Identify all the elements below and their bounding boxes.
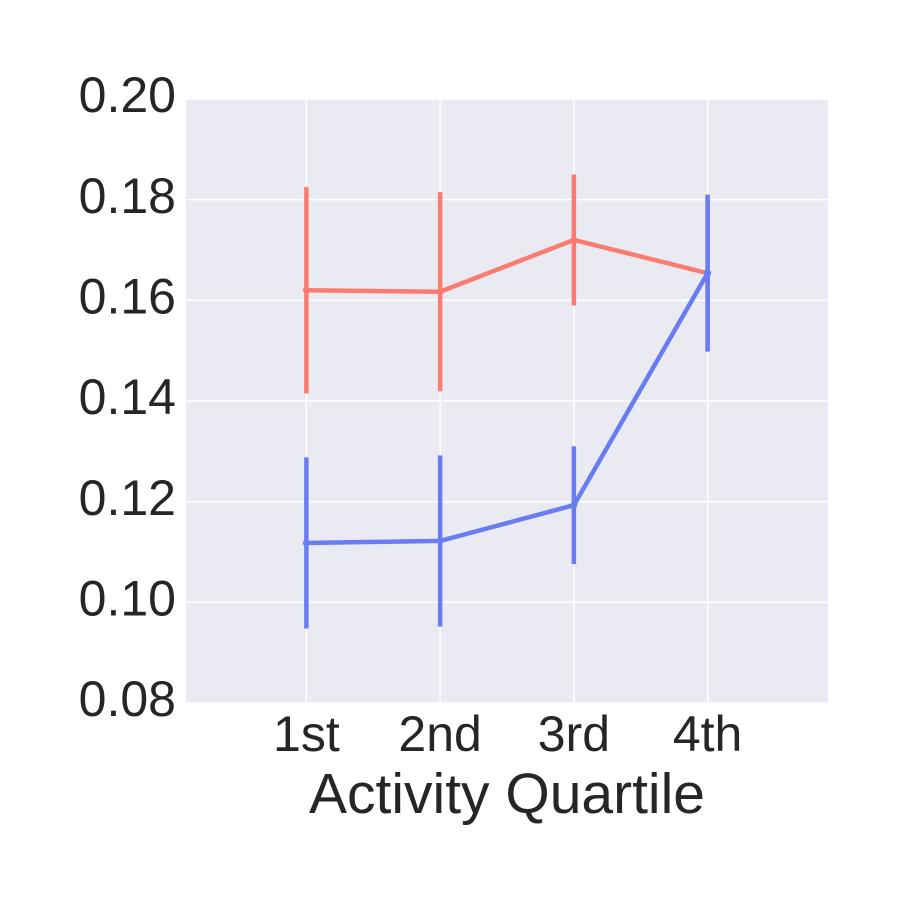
point [436, 288, 444, 296]
y-tick-label: 0.18 [79, 168, 176, 224]
x-tick-label: 3rd [538, 706, 610, 762]
point [570, 501, 578, 509]
point [302, 286, 310, 294]
point [302, 539, 310, 547]
y-tick-label: 0.10 [79, 571, 176, 627]
y-tick-label: 0.14 [79, 369, 176, 425]
x-axis-label: Activity Quartile [309, 762, 705, 826]
x-tick-label: 1st [273, 706, 340, 762]
y-tick-label: 0.08 [79, 671, 176, 727]
point [570, 236, 578, 244]
y-tick-label: 0.16 [79, 269, 176, 325]
point [704, 269, 712, 277]
y-tick-label: 0.20 [79, 67, 176, 123]
x-tick-label: 2nd [398, 706, 481, 762]
x-tick-label: 4th [673, 706, 743, 762]
point [436, 537, 444, 545]
series-line [306, 272, 710, 546]
series-line [306, 237, 709, 295]
y-tick-label: 0.12 [79, 470, 176, 526]
